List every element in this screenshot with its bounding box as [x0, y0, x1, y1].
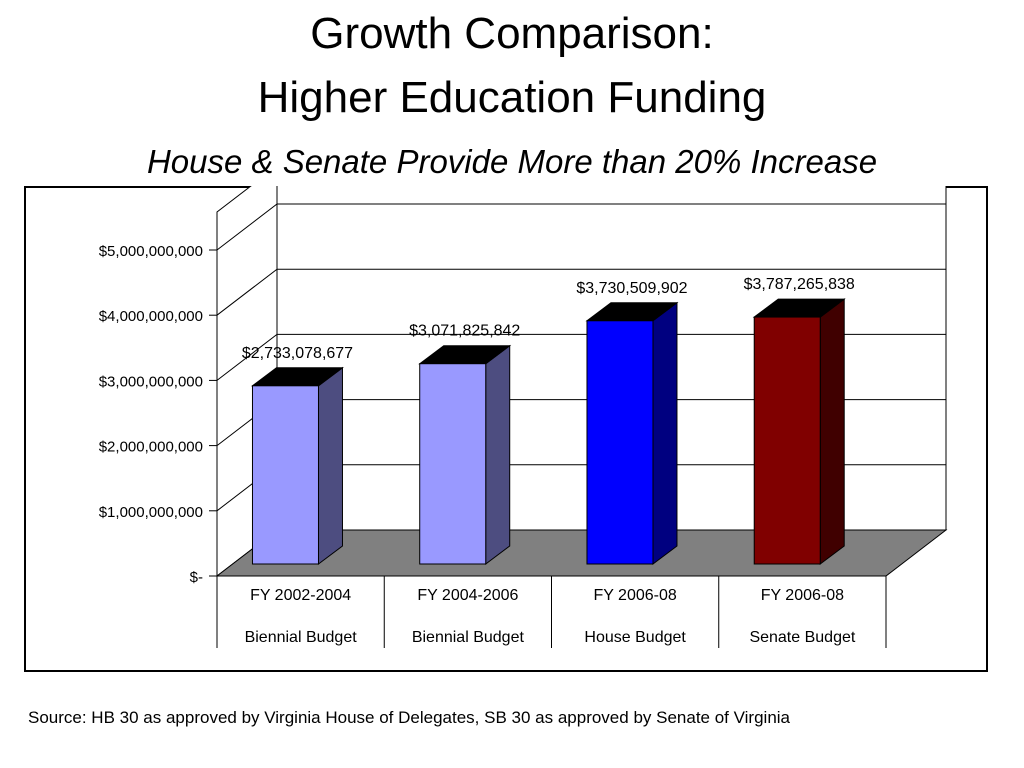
- gridline: [216, 268, 946, 316]
- y-tick-label: $4,000,000,000: [99, 308, 203, 325]
- x-tick-label: FY 2006-08: [593, 587, 676, 604]
- bar: [251, 385, 319, 565]
- data-label: $3,787,265,838: [744, 276, 855, 293]
- bar: [419, 363, 487, 565]
- x-tick-label: House Budget: [584, 629, 686, 646]
- y-tick-label: $5,000,000,000: [99, 243, 203, 260]
- data-label: $3,071,825,842: [409, 323, 520, 340]
- bar-side: [819, 298, 845, 565]
- bar: [586, 320, 654, 565]
- source-note: Source: HB 30 as approved by Virginia Ho…: [28, 708, 791, 727]
- bar-side: [317, 366, 343, 565]
- chart-title-line1: Growth Comparison:: [310, 9, 714, 58]
- y-tick-label: $-: [190, 569, 203, 586]
- gridline: [216, 203, 946, 251]
- bar-side: [485, 344, 511, 565]
- bar-side: [652, 301, 678, 565]
- bar: [753, 316, 821, 565]
- x-tick-label: FY 2002-2004: [250, 587, 351, 604]
- x-tick-label: FY 2004-2006: [417, 587, 518, 604]
- data-label: $3,730,509,902: [576, 280, 687, 297]
- data-label: $2,733,078,677: [242, 345, 353, 362]
- x-tick-label: Biennial Budget: [245, 629, 358, 646]
- y-tick-label: $2,000,000,000: [99, 439, 203, 456]
- chart-title-line2: Higher Education Funding: [257, 73, 767, 122]
- x-tick-label: Biennial Budget: [412, 629, 525, 646]
- gridline: [216, 333, 946, 381]
- y-tick-label: $3,000,000,000: [99, 373, 203, 390]
- chart-subtitle: House & Senate Provide More than 20% Inc…: [146, 143, 878, 180]
- x-tick-label: FY 2006-08: [761, 587, 844, 604]
- y-tick-label: $1,000,000,000: [99, 504, 203, 521]
- x-tick-label: Senate Budget: [749, 629, 855, 646]
- bar-chart: $- $1,000,000,000 $2,000,000,000 $3,000,000…: [99, 186, 948, 648]
